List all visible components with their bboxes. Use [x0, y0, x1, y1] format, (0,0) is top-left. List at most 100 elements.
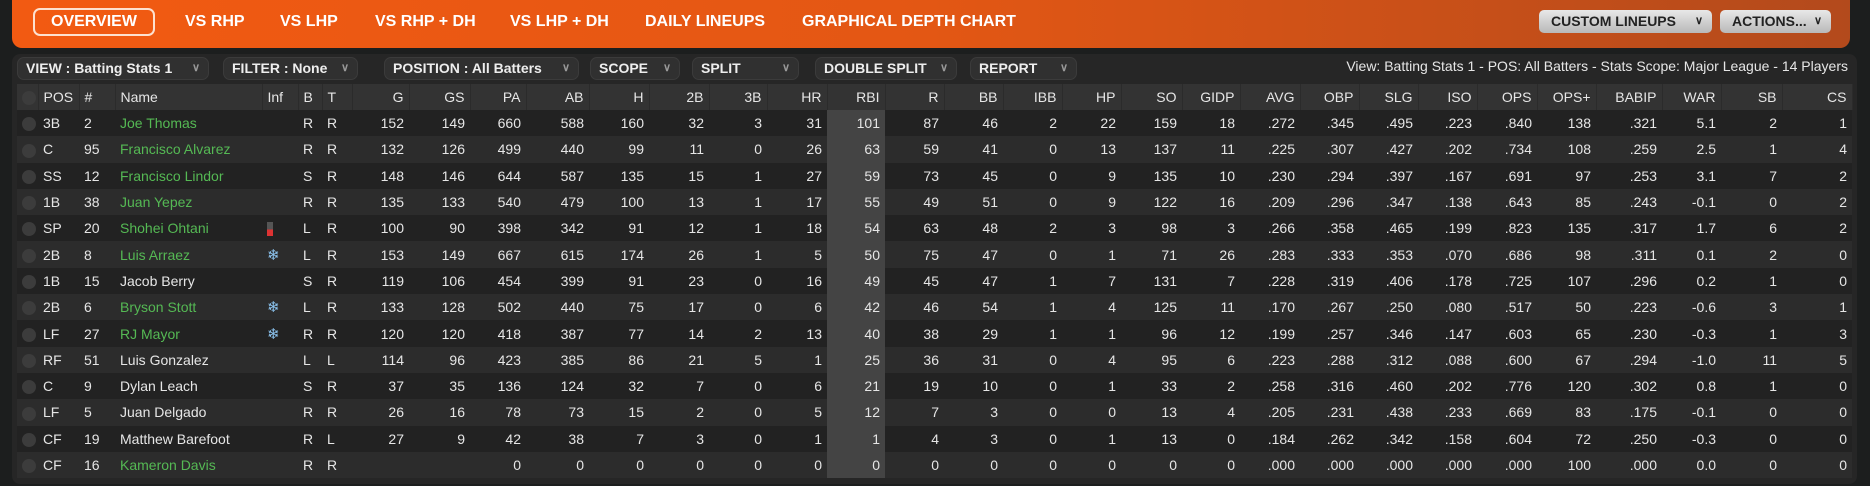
- row-select-checkbox[interactable]: [22, 301, 36, 316]
- column-header-hp[interactable]: HP: [1062, 84, 1122, 110]
- custom-lineups-button[interactable]: CUSTOM LINEUPS ∨: [1539, 10, 1712, 33]
- table-row[interactable]: C 9 Dylan Leach S R 37 35 136 124 32 7 0 6 21 19 10 0 1 33…: [17, 372, 1852, 400]
- scope-dropdown[interactable]: SCOPE ∨: [590, 57, 680, 80]
- row-select-cell[interactable]: [17, 267, 38, 295]
- tab-vs-rhp[interactable]: VS RHP: [185, 13, 245, 30]
- player-name-link[interactable]: Dylan Leach: [115, 372, 262, 400]
- select-all-header[interactable]: [17, 84, 39, 110]
- player-name-link[interactable]: Jacob Berry: [115, 267, 262, 295]
- player-name-link[interactable]: Bryson Stott: [115, 294, 262, 321]
- player-name-link[interactable]: Luis Gonzalez: [115, 346, 262, 373]
- column-header-ibb[interactable]: IBB: [1003, 84, 1063, 110]
- table-row[interactable]: CF 19 Matthew Barefoot R L 27 9 42 38 7 3 0 1 1 4 3 0 1 13…: [17, 425, 1852, 452]
- column-header-gs[interactable]: GS: [409, 84, 471, 110]
- column-header-slg[interactable]: SLG: [1359, 84, 1419, 110]
- row-select-cell[interactable]: [17, 399, 38, 426]
- table-row[interactable]: LF 5 Juan Delgado R R 26 16 78 73 15 2 0 5 12 7 3 0 0 13 4.…: [17, 399, 1852, 426]
- table-row[interactable]: 3B 2 Joe Thomas R R 152 149 660 588 160 32 3 31 101 87…: [17, 110, 1852, 137]
- row-select-checkbox[interactable]: [22, 432, 36, 447]
- position-dropdown[interactable]: POSITION : All Batters ∨: [384, 57, 579, 80]
- column-header-babip[interactable]: BABIP: [1596, 84, 1663, 110]
- player-name-link[interactable]: Luis Arraez: [115, 241, 262, 268]
- table-row[interactable]: RF 51 Luis Gonzalez L L 114 96 423 385 86 21 5 1 25 36…: [17, 346, 1852, 373]
- table-row[interactable]: 2B 8 Luis Arraez ❄ L R 153 149 667 615 174 26 1 5 50 75…: [17, 241, 1852, 268]
- column-header-number[interactable]: #: [79, 84, 116, 110]
- row-select-cell[interactable]: [17, 294, 38, 321]
- column-header-avg[interactable]: AVG: [1240, 84, 1301, 110]
- column-header-2b[interactable]: 2B: [649, 84, 710, 110]
- filter-dropdown[interactable]: FILTER : None ∨: [223, 57, 358, 80]
- player-name-link[interactable]: Shohei Ohtani: [115, 215, 262, 242]
- split-dropdown[interactable]: SPLIT ∨: [692, 57, 799, 80]
- row-select-checkbox[interactable]: [22, 222, 36, 237]
- row-select-checkbox[interactable]: [22, 275, 36, 290]
- player-name-link[interactable]: Matthew Barefoot: [115, 425, 262, 452]
- row-select-cell[interactable]: [17, 162, 38, 189]
- column-header-gidp[interactable]: GIDP: [1182, 84, 1241, 110]
- row-select-checkbox[interactable]: [22, 406, 36, 421]
- row-select-cell[interactable]: [17, 346, 38, 373]
- row-select-checkbox[interactable]: [22, 143, 36, 158]
- row-select-checkbox[interactable]: [22, 380, 36, 395]
- column-header-g[interactable]: G: [352, 84, 410, 110]
- row-select-checkbox[interactable]: [22, 117, 36, 132]
- row-select-checkbox[interactable]: [22, 196, 36, 211]
- row-select-cell[interactable]: [17, 372, 38, 400]
- column-header-h[interactable]: H: [589, 84, 650, 110]
- tab-vs-lhp[interactable]: VS LHP: [280, 13, 338, 30]
- tab-vs-lhp-dh[interactable]: VS LHP + DH: [510, 13, 609, 30]
- column-header-pos[interactable]: POS: [38, 84, 80, 110]
- view-dropdown[interactable]: VIEW : Batting Stats 1 ∨: [17, 57, 209, 80]
- table-row[interactable]: 1B 15 Jacob Berry S R 119 106 454 399 91 23 0 16 49 45…: [17, 267, 1852, 295]
- tab-graphical-depth-chart[interactable]: GRAPHICAL DEPTH CHART: [802, 13, 1016, 30]
- player-name-link[interactable]: Juan Delgado: [115, 399, 262, 426]
- row-select-cell[interactable]: [17, 451, 38, 479]
- table-row[interactable]: CF 16 Kameron Davis R R 0 0 0 0 0 0 0 0 0 0 0 0 0.000.000…: [17, 451, 1852, 479]
- player-name-link[interactable]: Juan Yepez: [115, 188, 262, 216]
- tab-daily-lineups[interactable]: DAILY LINEUPS: [645, 13, 766, 30]
- column-header-r[interactable]: R: [885, 84, 945, 110]
- column-header-pa[interactable]: PA: [470, 84, 527, 110]
- player-name-link[interactable]: Francisco Lindor: [115, 162, 262, 189]
- row-select-checkbox[interactable]: [22, 169, 36, 184]
- column-header-hr[interactable]: HR: [767, 84, 828, 110]
- row-select-cell[interactable]: [17, 425, 38, 452]
- row-select-cell[interactable]: [17, 241, 38, 268]
- double-split-dropdown[interactable]: DOUBLE SPLIT ∨: [815, 57, 957, 80]
- column-header-so[interactable]: SO: [1121, 84, 1183, 110]
- tab-vs-rhp-dh[interactable]: VS RHP + DH: [375, 13, 476, 30]
- table-row[interactable]: C 95 Francisco Alvarez R R 132 126 499 440 99 11 0 2…: [17, 136, 1852, 163]
- player-name-link[interactable]: RJ Mayor: [115, 320, 262, 347]
- row-select-checkbox[interactable]: [22, 327, 36, 342]
- row-select-checkbox[interactable]: [22, 353, 36, 368]
- row-select-cell[interactable]: [17, 136, 38, 163]
- select-all-checkbox[interactable]: [22, 91, 36, 106]
- column-header-obp[interactable]: OBP: [1300, 84, 1360, 110]
- column-header-inf[interactable]: Inf: [262, 84, 299, 110]
- row-select-cell[interactable]: [17, 110, 38, 137]
- column-header-war[interactable]: WAR: [1662, 84, 1722, 110]
- table-row[interactable]: 1B 38 Juan Yepez R R 135 133 540 479 100 13 1 17 55 49…: [17, 188, 1852, 216]
- column-header-t[interactable]: T: [322, 84, 353, 110]
- column-header-b[interactable]: B: [298, 84, 323, 110]
- column-header-sb[interactable]: SB: [1721, 84, 1783, 110]
- column-header-rbi[interactable]: RBI: [827, 84, 886, 110]
- tab-overview[interactable]: OVERVIEW: [33, 8, 155, 36]
- table-row[interactable]: LF 27 RJ Mayor ❄ R R 120 120 418 387 77 14 2 13 40 38 29…: [17, 320, 1852, 347]
- table-row[interactable]: 2B 6 Bryson Stott ❄ L R 133 128 502 440 75 17 0 6 42 46…: [17, 294, 1852, 321]
- column-header-name[interactable]: Name: [115, 84, 263, 110]
- player-name-link[interactable]: Kameron Davis: [115, 451, 262, 479]
- column-header-ops-plus[interactable]: OPS+: [1537, 84, 1597, 110]
- row-select-cell[interactable]: [17, 215, 38, 242]
- column-header-ab[interactable]: AB: [526, 84, 590, 110]
- row-select-checkbox[interactable]: [22, 459, 36, 474]
- row-select-checkbox[interactable]: [22, 248, 36, 263]
- actions-button[interactable]: ACTIONS... ∨: [1720, 10, 1831, 33]
- report-dropdown[interactable]: REPORT ∨: [970, 57, 1077, 80]
- column-header-cs[interactable]: CS: [1782, 84, 1853, 110]
- row-select-cell[interactable]: [17, 188, 38, 216]
- row-select-cell[interactable]: [17, 320, 38, 347]
- column-header-iso[interactable]: ISO: [1418, 84, 1478, 110]
- table-row[interactable]: SS 12 Francisco Lindor S R 148 146 644 587 135 15 1…: [17, 162, 1852, 189]
- column-header-ops[interactable]: OPS: [1477, 84, 1538, 110]
